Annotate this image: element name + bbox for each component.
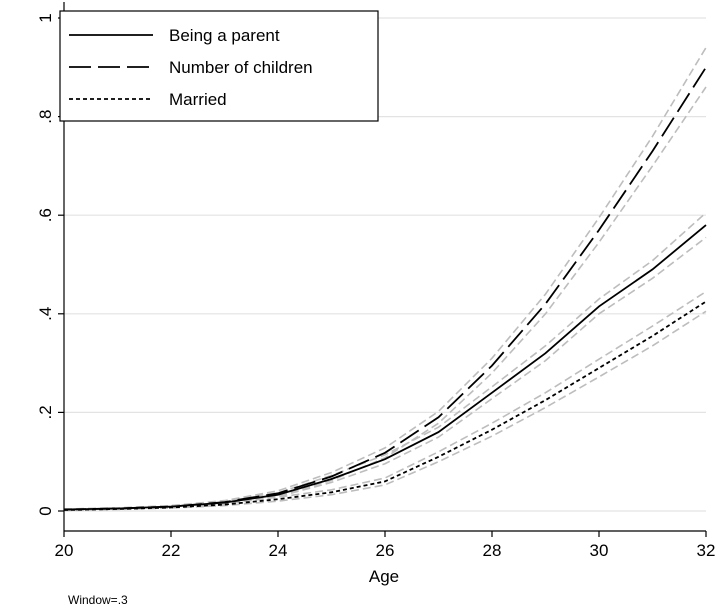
y-tick-label: .2 — [36, 405, 55, 419]
chart-note: Window=.3 — [68, 593, 128, 607]
series-line-2 — [63, 300, 707, 511]
ci-layer — [63, 47, 707, 512]
x-tick-label: 28 — [483, 541, 502, 560]
x-tick-label: 20 — [55, 541, 74, 560]
ci-upper-series-0 — [63, 212, 707, 510]
x-tick-label: 30 — [590, 541, 609, 560]
legend-label-2: Married — [169, 90, 227, 109]
x-axis-title: Age — [369, 567, 399, 586]
ci-lower-series-0 — [63, 236, 707, 511]
legend-label-1: Number of children — [169, 58, 313, 77]
x-tick-label: 24 — [269, 541, 288, 560]
series-layer — [63, 66, 707, 511]
axis-layer: 0 .2 .4 .6 .8 1 20 22 24 26 28 30 32 — [36, 2, 715, 560]
y-tick-label: .4 — [36, 307, 55, 321]
ci-lower-series-1 — [63, 86, 707, 511]
x-tick-label: 26 — [376, 541, 395, 560]
y-tick-label: 1 — [36, 13, 55, 22]
ci-upper-series-1 — [63, 47, 707, 510]
x-tick-label: 32 — [697, 541, 716, 560]
y-tick-label: .6 — [36, 208, 55, 222]
grid-layer — [64, 17, 706, 512]
legend: Being a parent Number of children Married — [59, 10, 379, 122]
y-tick-label: .8 — [36, 110, 55, 124]
y-tick-label: 0 — [36, 506, 55, 515]
ci-upper-series-2 — [63, 290, 707, 511]
x-tick-label: 22 — [162, 541, 181, 560]
legend-box — [59, 10, 379, 122]
legend-label-0: Being a parent — [169, 26, 280, 45]
